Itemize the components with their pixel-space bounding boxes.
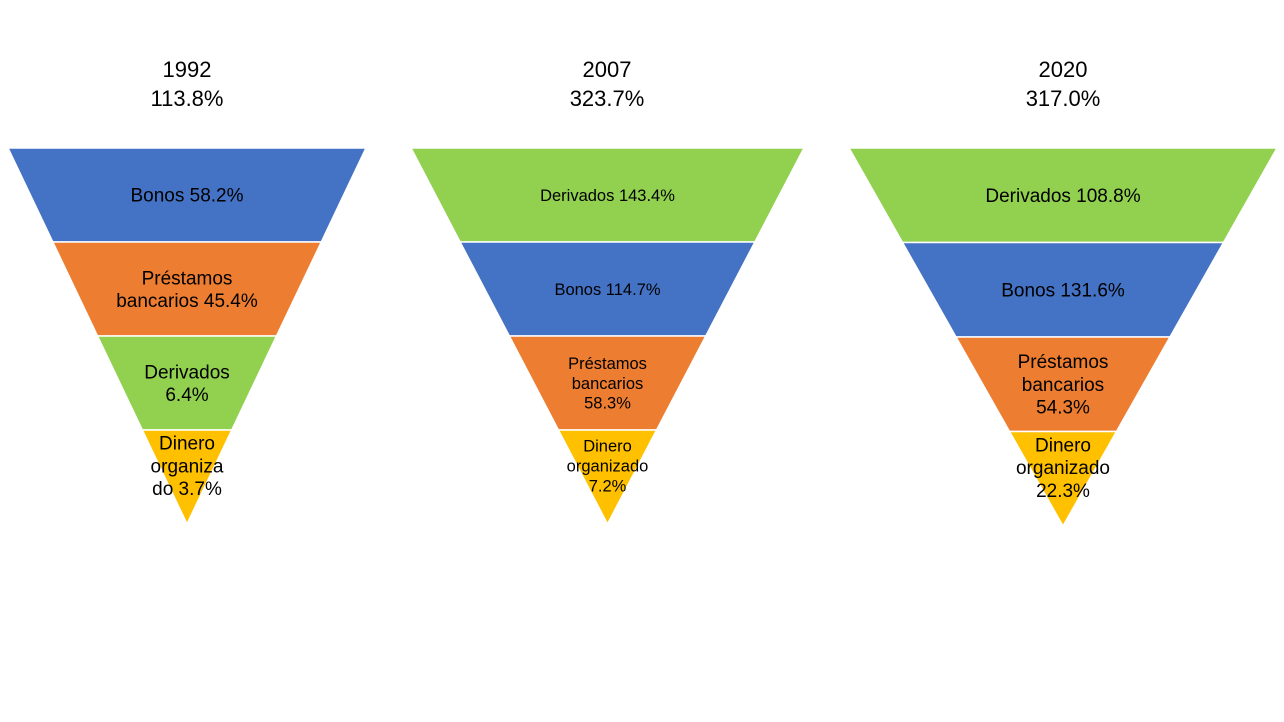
funnel-segment-label-dinero-organizado: Dinero organizado 22.3% (1016, 435, 1110, 502)
funnel-segment-label-line: 54.3% (1036, 398, 1090, 419)
funnel-title-year: 2007 (583, 57, 632, 82)
funnel-2007: 2007 323.7% Derivados 143.4% Bonos 114.7%… (409, 57, 806, 526)
funnel-segment-label-prestamos-bancarios: Préstamos bancarios 54.3% (1018, 352, 1109, 419)
funnel-segment-label-line: Préstamos (568, 355, 647, 373)
funnel-segment-label-line: organizado (1016, 458, 1110, 479)
funnel-segment-dinero-organizado (141, 429, 233, 526)
funnel-segment-label-line: Bonos 58.2% (130, 186, 243, 207)
funnel-segment-label-line: organiza (151, 456, 224, 477)
funnel-segment-label-line: bancarios 45.4% (116, 291, 258, 312)
funnel-segment-dinero-organizado (557, 429, 658, 526)
funnel-segment-label-derivados: Derivados 6.4% (144, 362, 230, 406)
funnel-segment-label-line: bancarios (572, 375, 644, 393)
funnel-2020: 2020 317.0% Derivados 108.8% Bonos 131.6%… (847, 57, 1279, 528)
funnel-segment-label-prestamos-bancarios: Préstamos bancarios 45.4% (116, 268, 258, 312)
funnel-segment-label-line: Derivados 108.8% (985, 186, 1140, 207)
funnel-segment-label-line: Derivados (144, 362, 230, 383)
funnel-segment-label-dinero-organizado: Dinero organizado 7.2% (567, 438, 649, 496)
funnel-segment-label-line: Bonos 131.6% (1001, 280, 1125, 301)
funnel-segment-label-line: 6.4% (165, 385, 208, 406)
funnel-segment-label-prestamos-bancarios: Préstamos bancarios 58.3% (568, 355, 647, 413)
funnel-segment-label-line: 22.3% (1036, 481, 1090, 502)
funnel-segment-label-dinero-organizado: Dinero organiza do 3.7% (151, 434, 224, 501)
funnel-1992: 1992 113.8% Bonos 58.2% Préstamos bancario… (6, 57, 368, 526)
funnel-segment-label-derivados: Derivados 143.4% (540, 187, 675, 205)
funnel-segment-label-derivados: Derivados 108.8% (985, 186, 1140, 207)
funnel-title-year: 2020 (1039, 57, 1088, 82)
funnel-segment-label-line: do 3.7% (152, 479, 222, 500)
funnel-title-total: 317.0% (1026, 86, 1101, 111)
funnel-segment-label-line: Bonos 114.7% (554, 281, 660, 299)
funnel-segment-label-line: Préstamos (1018, 352, 1109, 373)
funnel-segment-label-bonos: Bonos 58.2% (130, 186, 243, 207)
funnel-title-total: 323.7% (570, 86, 645, 111)
funnel-segment-label-line: bancarios (1022, 375, 1104, 396)
funnel-segment-label-line: 7.2% (589, 477, 627, 495)
funnel-segment-label-bonos: Bonos 131.6% (1001, 280, 1125, 301)
funnel-segment-label-line: Dinero (1035, 435, 1091, 456)
funnel-segment-label-line: Préstamos (142, 268, 233, 289)
funnel-segment-dinero-organizado (1008, 430, 1118, 528)
funnel-title-year: 1992 (163, 57, 212, 82)
funnel-segment-label-bonos: Bonos 114.7% (554, 281, 660, 299)
funnel-segment-label-line: Dinero (159, 434, 215, 455)
funnel-segment-label-line: organizado (567, 458, 649, 476)
funnel-segment-label-line: Dinero (583, 438, 632, 456)
funnel-segment-label-line: 58.3% (584, 395, 631, 413)
funnel-title-total: 113.8% (151, 86, 224, 111)
funnel-segment-label-line: Derivados 143.4% (540, 187, 675, 205)
